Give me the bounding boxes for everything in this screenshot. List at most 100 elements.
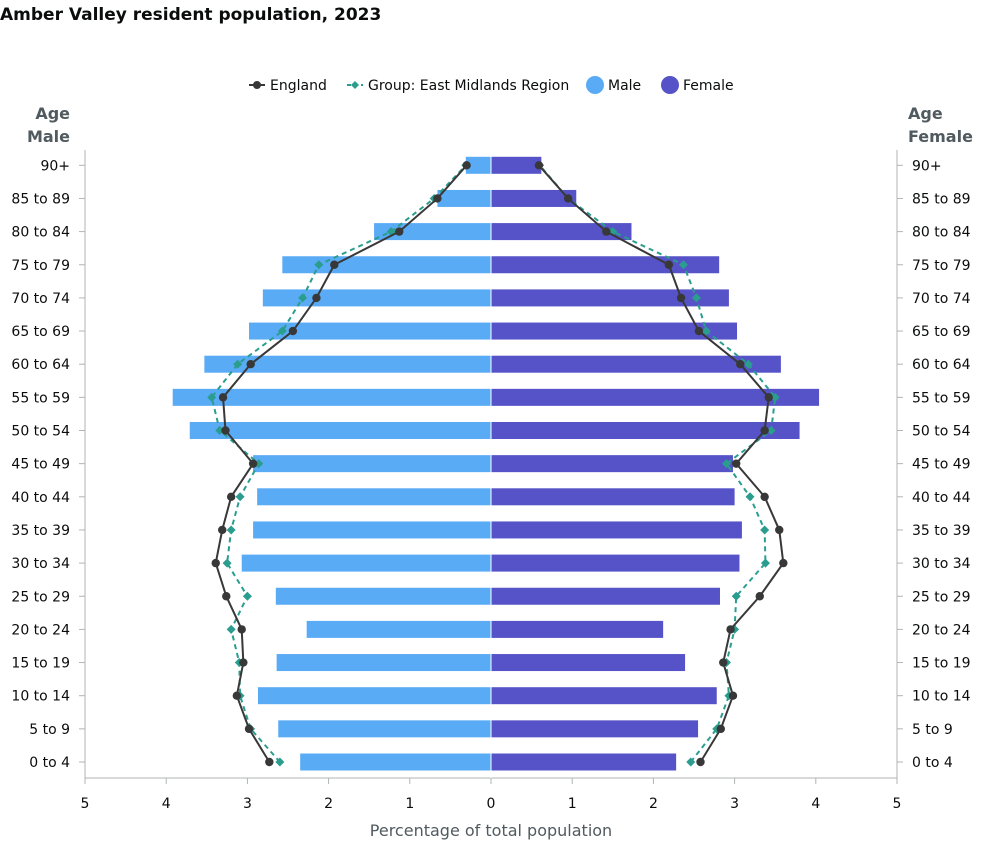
right-axis-title-line1: Age: [908, 104, 943, 123]
england-female-point: [760, 426, 769, 435]
left-category-label: 50 to 54: [11, 424, 70, 440]
right-category-label: 40 to 44: [912, 490, 971, 506]
female-bar: [491, 455, 733, 473]
male-bar: [300, 753, 491, 771]
england-female-point: [602, 227, 611, 236]
female-bar: [491, 554, 740, 572]
england-female-point: [775, 525, 784, 535]
england-female-point: [664, 260, 674, 269]
region-female-point: [701, 326, 711, 336]
legend-region-label: Group: East Midlands Region: [368, 78, 569, 94]
right-category-label: 65 to 69: [912, 324, 971, 340]
region-male-point: [275, 757, 285, 767]
male-bar: [282, 256, 491, 274]
england-female-point: [779, 558, 788, 568]
england-female-point: [728, 691, 738, 700]
england-male-point: [395, 227, 404, 236]
left-category-label: 70 to 74: [11, 291, 70, 307]
england-male-point: [226, 492, 236, 501]
legend-region-marker: [351, 81, 359, 89]
region-female-point: [745, 492, 755, 502]
left-category-label: 10 to 14: [11, 689, 70, 705]
female-bar: [491, 322, 738, 340]
male-bar: [189, 422, 492, 439]
x-tick-label: 4: [162, 796, 171, 812]
x-tick-label: 1: [568, 796, 577, 812]
england-male-point: [211, 558, 220, 568]
x-tick-label: 3: [243, 796, 252, 812]
x-tick-label: 2: [324, 796, 333, 812]
england-female-point: [760, 492, 769, 501]
region-female-point: [743, 359, 753, 369]
male-bar: [306, 620, 491, 638]
male-bar: [204, 355, 491, 373]
female-bar: [491, 720, 699, 738]
x-tick-label: 2: [649, 796, 658, 812]
female-bar: [491, 355, 781, 373]
england-male-point: [218, 393, 228, 402]
england-female-point: [719, 658, 728, 667]
region-male-point: [222, 558, 232, 568]
left-axis-title-line1: Age: [35, 104, 70, 123]
region-female-point: [760, 525, 770, 535]
right-category-label: 50 to 54: [912, 424, 971, 440]
region-male-point: [314, 260, 324, 270]
male-bar: [437, 189, 491, 207]
legend-male-marker: [586, 76, 604, 94]
right-category-label: 45 to 49: [912, 457, 971, 473]
male-bar: [253, 455, 491, 473]
region-male-point: [226, 525, 236, 535]
left-category-label: 65 to 69: [11, 324, 70, 340]
right-category-label: 30 to 34: [912, 556, 971, 572]
male-bar: [253, 521, 491, 539]
male-bar: [257, 687, 491, 705]
x-tick-label: 1: [405, 796, 414, 812]
region-male-point: [277, 326, 287, 336]
right-category-label: 75 to 79: [912, 258, 971, 274]
x-tick-label: 3: [730, 796, 739, 812]
england-female-point: [764, 393, 773, 402]
female-bar: [491, 223, 632, 241]
england-male-point: [462, 161, 471, 170]
england-female-point: [736, 360, 745, 369]
x-tick-label: 5: [81, 796, 90, 812]
region-male-point: [235, 492, 245, 502]
male-bar: [249, 322, 491, 340]
right-category-label: 85 to 89: [912, 191, 971, 207]
right-category-label: 80 to 84: [912, 225, 971, 241]
england-male-point: [330, 260, 339, 269]
right-category-label: 10 to 14: [912, 689, 971, 705]
region-female-point: [678, 260, 688, 270]
x-axis-title: Percentage of total population: [370, 821, 612, 840]
legend-england-marker: [253, 81, 261, 89]
female-bar: [491, 488, 735, 506]
left-category-label: 40 to 44: [11, 490, 70, 506]
england-female-point: [694, 326, 704, 336]
england-male-point: [237, 625, 246, 634]
england-male-point: [222, 592, 231, 601]
right-category-label: 5 to 9: [912, 722, 953, 738]
region-male-point: [298, 293, 308, 303]
female-bar: [491, 289, 729, 307]
male-bar: [172, 388, 492, 406]
male-bar: [241, 554, 491, 572]
left-category-label: 75 to 79: [11, 258, 70, 274]
female-bar: [491, 388, 820, 406]
female-bar: [491, 422, 800, 439]
region-female-point: [731, 591, 741, 601]
england-female-point: [563, 194, 573, 203]
left-category-label: 85 to 89: [11, 191, 70, 207]
legend: England Group: East Midlands Region Male Fe…: [249, 76, 734, 94]
male-bar: [278, 720, 491, 738]
female-bar: [491, 587, 720, 605]
region-female-point: [766, 426, 776, 435]
left-category-label: 0 to 4: [29, 755, 70, 771]
left-category-label: 20 to 24: [11, 622, 70, 638]
left-category-label: 60 to 64: [11, 357, 70, 373]
left-category-label: 30 to 34: [11, 556, 70, 572]
right-axis-title-line2: Female: [908, 127, 973, 146]
england-male-point: [312, 293, 321, 303]
female-bar: [491, 620, 664, 638]
right-category-label: 90+: [912, 158, 942, 174]
england-male-point: [265, 757, 274, 767]
